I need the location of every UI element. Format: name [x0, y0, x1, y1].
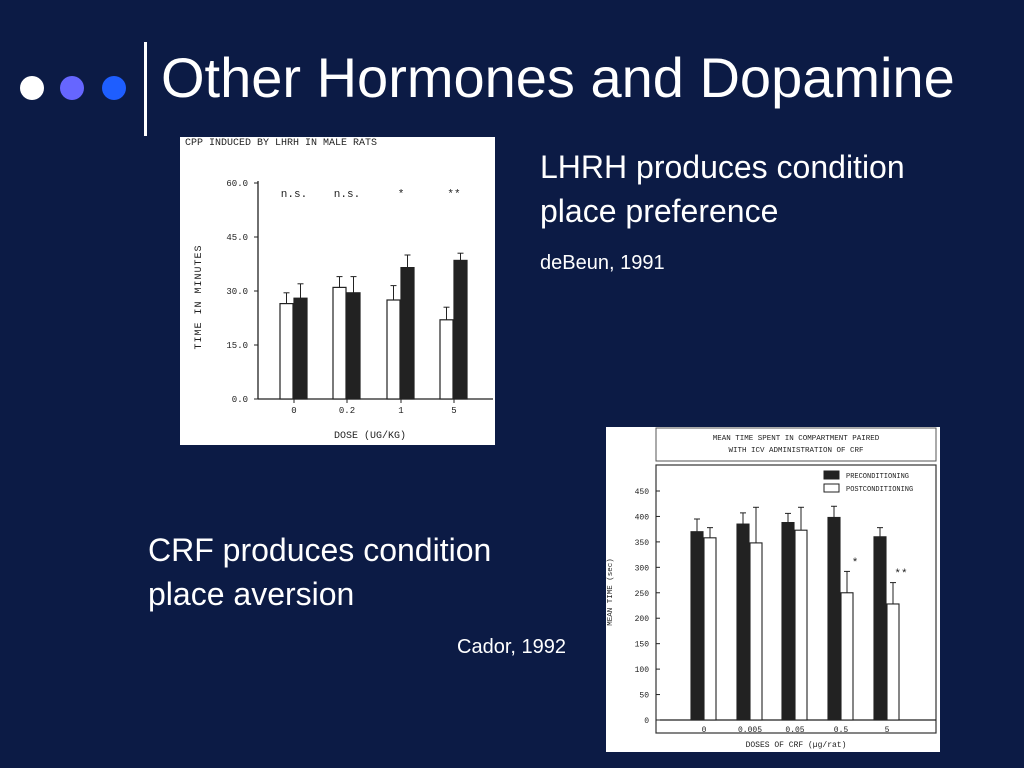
y-tick-label: 150 — [635, 641, 650, 650]
chart-title-line-1: MEAN TIME SPENT IN COMPARTMENT PAIRED — [713, 435, 880, 443]
legend-swatch — [823, 470, 840, 480]
x-tick-label: 1 — [398, 406, 403, 416]
bar — [690, 531, 704, 721]
crf-citation: Cador, 1992 — [457, 636, 566, 658]
y-tick-label: 0.0 — [232, 395, 248, 405]
slide-title: Other Hormones and Dopamine — [161, 46, 955, 109]
bar — [439, 319, 454, 400]
y-tick-label: 60.0 — [226, 179, 248, 189]
y-tick-label: 400 — [635, 513, 650, 522]
x-axis-label: DOSES OF CRF (µg/rat) — [746, 741, 847, 750]
significance-label: * — [398, 189, 405, 201]
lhrh-citation: deBeun, 1991 — [540, 252, 665, 274]
y-tick-label: 250 — [635, 590, 650, 599]
bar — [346, 292, 361, 400]
legend-label: POSTCONDITIONING — [846, 486, 913, 494]
y-tick-label: 200 — [635, 615, 650, 624]
lhrh-chart-svg: CPP INDUCED BY LHRH IN MALE RATS 0.0 15.0 3… — [185, 138, 493, 442]
crf-chart-svg: MEAN TIME SPENT IN COMPARTMENT PAIRED WIT… — [607, 427, 937, 750]
x-axis-label: DOSE (UG/KG) — [334, 430, 406, 442]
bar — [400, 267, 415, 400]
x-tick-label: 0 — [702, 726, 707, 735]
dot-3-icon — [102, 76, 126, 100]
legend-label: PRECONDITIONING — [846, 473, 909, 481]
y-tick-label: 0 — [644, 717, 649, 726]
y-tick-label: 300 — [635, 564, 650, 573]
lhrh-chart: CPP INDUCED BY LHRH IN MALE RATS 0.0 15.0 3… — [180, 137, 495, 445]
y-tick-label: 450 — [635, 488, 650, 497]
bar — [293, 297, 308, 400]
y-tick-label: 45.0 — [226, 233, 248, 243]
significance-label: ** — [894, 569, 907, 581]
x-tick-label: 0.05 — [785, 726, 804, 735]
chart-title-line-2: WITH ICV ADMINISTRATION OF CRF — [728, 447, 863, 455]
y-axis-label: MEAN TIME (sec) — [607, 558, 615, 626]
title-box — [655, 427, 937, 462]
legend-swatch — [823, 483, 840, 493]
lhrh-heading-line-1: LHRH produces condition — [540, 149, 905, 185]
bar — [781, 522, 795, 721]
bar — [749, 542, 763, 721]
dot-2-icon — [60, 76, 84, 100]
bar — [453, 259, 468, 400]
title-divider — [144, 42, 147, 136]
bar — [332, 286, 347, 400]
bar — [279, 303, 294, 400]
significance-label: n.s. — [281, 189, 307, 201]
y-tick-label: 50 — [639, 692, 649, 701]
bar — [886, 603, 900, 721]
crf-heading-line-2: place aversion — [148, 576, 355, 612]
lhrh-heading-line-2: place preference — [540, 193, 779, 229]
x-tick-label: 0.2 — [339, 406, 355, 416]
crf-heading: CRF produces condition place aversion — [148, 528, 568, 616]
y-tick-label: 350 — [635, 539, 650, 548]
bar — [386, 299, 401, 400]
bar — [873, 536, 887, 721]
dot-1-icon — [20, 76, 44, 100]
x-tick-label: 5 — [885, 726, 890, 735]
crf-heading-line-1: CRF produces condition — [148, 532, 492, 568]
significance-label: n.s. — [334, 189, 360, 201]
x-tick-label: 0.5 — [834, 726, 849, 735]
plot-frame — [655, 464, 937, 734]
crf-chart: MEAN TIME SPENT IN COMPARTMENT PAIRED WIT… — [606, 427, 940, 752]
significance-label: * — [852, 557, 859, 569]
bar — [736, 523, 750, 721]
bar — [703, 537, 717, 721]
bar — [827, 516, 841, 721]
x-tick-label: 5 — [451, 406, 456, 416]
bar — [794, 529, 808, 721]
lhrh-heading: LHRH produces condition place preference — [540, 145, 1010, 233]
significance-label: ** — [447, 189, 460, 201]
x-tick-label: 0.005 — [738, 726, 762, 735]
chart-title: CPP INDUCED BY LHRH IN MALE RATS — [185, 138, 377, 149]
bar — [840, 592, 854, 721]
y-tick-label: 15.0 — [226, 341, 248, 351]
x-tick-label: 0 — [291, 406, 296, 416]
y-tick-label: 30.0 — [226, 287, 248, 297]
y-axis-label: TIME IN MINUTES — [194, 244, 205, 349]
y-tick-label: 100 — [635, 666, 650, 675]
